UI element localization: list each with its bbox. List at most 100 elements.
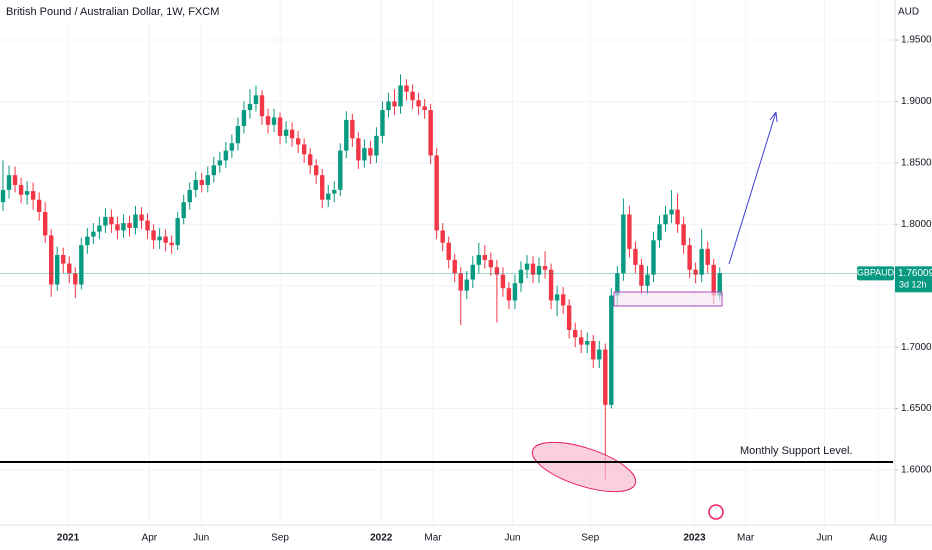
candle-body — [307, 154, 313, 166]
x-tick-label: Jun — [816, 533, 832, 544]
candle-body — [338, 150, 343, 190]
candle-body — [12, 175, 18, 185]
y-tick-label: 1.90000 — [901, 96, 932, 107]
candle-body — [42, 212, 48, 236]
y-tick-label: 1.80000 — [901, 219, 932, 230]
candle-body — [452, 259, 457, 274]
candle-body — [506, 288, 512, 301]
x-tick-label: Aug — [869, 533, 887, 544]
candle-body — [572, 329, 578, 338]
candle-body — [18, 184, 24, 195]
x-tick-label: Sep — [271, 533, 289, 544]
candle-body — [259, 95, 265, 117]
candle-body — [476, 255, 482, 265]
candle-body — [175, 218, 180, 246]
candle-body — [380, 110, 385, 136]
candle-body — [157, 236, 162, 241]
candle-body — [295, 138, 301, 145]
candle-body — [30, 191, 36, 200]
candle-body — [500, 274, 506, 289]
candle-body — [681, 224, 686, 246]
candle-body — [633, 248, 638, 265]
candle-body — [446, 242, 451, 260]
candle-body — [404, 85, 409, 92]
candle-body — [687, 245, 692, 270]
candle-body — [675, 209, 680, 225]
candle-body — [151, 230, 156, 241]
y-tick-label: 1.65000 — [901, 403, 932, 414]
x-tick-label: Mar — [424, 533, 442, 544]
support-label: Monthly Support Level. — [740, 445, 853, 457]
candle-body — [133, 214, 138, 228]
last-price-label: 1.76009 — [898, 268, 932, 279]
x-tick-label: 2023 — [683, 533, 706, 544]
candle-body — [332, 189, 337, 194]
candle-body — [651, 240, 656, 275]
candle-body — [398, 85, 403, 107]
y-tick-label: 1.95000 — [901, 35, 932, 46]
candle-body — [320, 175, 325, 200]
candle-body — [73, 273, 78, 285]
candle-body — [169, 242, 174, 246]
candle-body — [103, 216, 108, 226]
candle-body — [645, 274, 650, 286]
candle-body — [542, 266, 548, 270]
candles — [0, 74, 722, 480]
candle-body — [585, 340, 590, 345]
candle-body — [115, 224, 120, 231]
candle-body — [283, 129, 289, 136]
demand-zone — [613, 291, 723, 307]
candle-body — [145, 220, 150, 231]
chart-title: British Pound / Australian Dollar, 1W, F… — [6, 6, 219, 18]
candle-body — [368, 148, 373, 156]
candle-body — [518, 269, 524, 284]
candle-body — [488, 259, 494, 268]
candle-body — [591, 340, 596, 360]
candle-body — [265, 116, 271, 125]
candle-body — [422, 106, 427, 111]
candle-body — [67, 263, 72, 274]
candle-body — [416, 100, 421, 107]
candle-body — [139, 214, 144, 221]
candle-body — [717, 273, 722, 296]
arrow-line — [728, 111, 777, 265]
y-tick-label: 1.60000 — [901, 465, 932, 476]
candle-body — [609, 295, 614, 405]
candle-body — [669, 209, 674, 215]
candle-body — [639, 264, 644, 286]
x-tick-label: Mar — [737, 533, 755, 544]
x-tick-label: Jun — [504, 533, 520, 544]
x-tick-label: Jun — [193, 533, 209, 544]
candle-body — [79, 245, 84, 285]
candle-body — [410, 91, 415, 101]
candle-body — [699, 248, 704, 275]
arrow-head — [769, 111, 778, 123]
candle-body — [615, 273, 620, 296]
candle-body — [211, 165, 217, 176]
candle-body — [512, 283, 518, 301]
candle-body — [536, 266, 542, 275]
event-icon[interactable] — [708, 504, 724, 520]
candle-body — [603, 349, 608, 405]
highlight-ellipse — [531, 441, 637, 493]
candle-body — [362, 148, 367, 161]
candle-body — [524, 263, 530, 270]
candle-body — [61, 255, 66, 264]
candle-body — [229, 143, 235, 151]
candle-body — [693, 269, 698, 275]
candle-body — [657, 224, 662, 241]
candle-body — [494, 267, 500, 275]
candle-body — [434, 155, 439, 231]
unit-label: AUD — [898, 7, 919, 18]
candle-body — [241, 110, 247, 127]
candle-body — [530, 263, 536, 275]
candle-body — [356, 138, 361, 161]
candle-body — [289, 129, 295, 139]
candle-body — [440, 230, 445, 243]
candle-body — [271, 117, 277, 125]
candle-body — [85, 236, 90, 246]
title-backdrop — [0, 0, 260, 22]
candle-body — [277, 117, 283, 136]
